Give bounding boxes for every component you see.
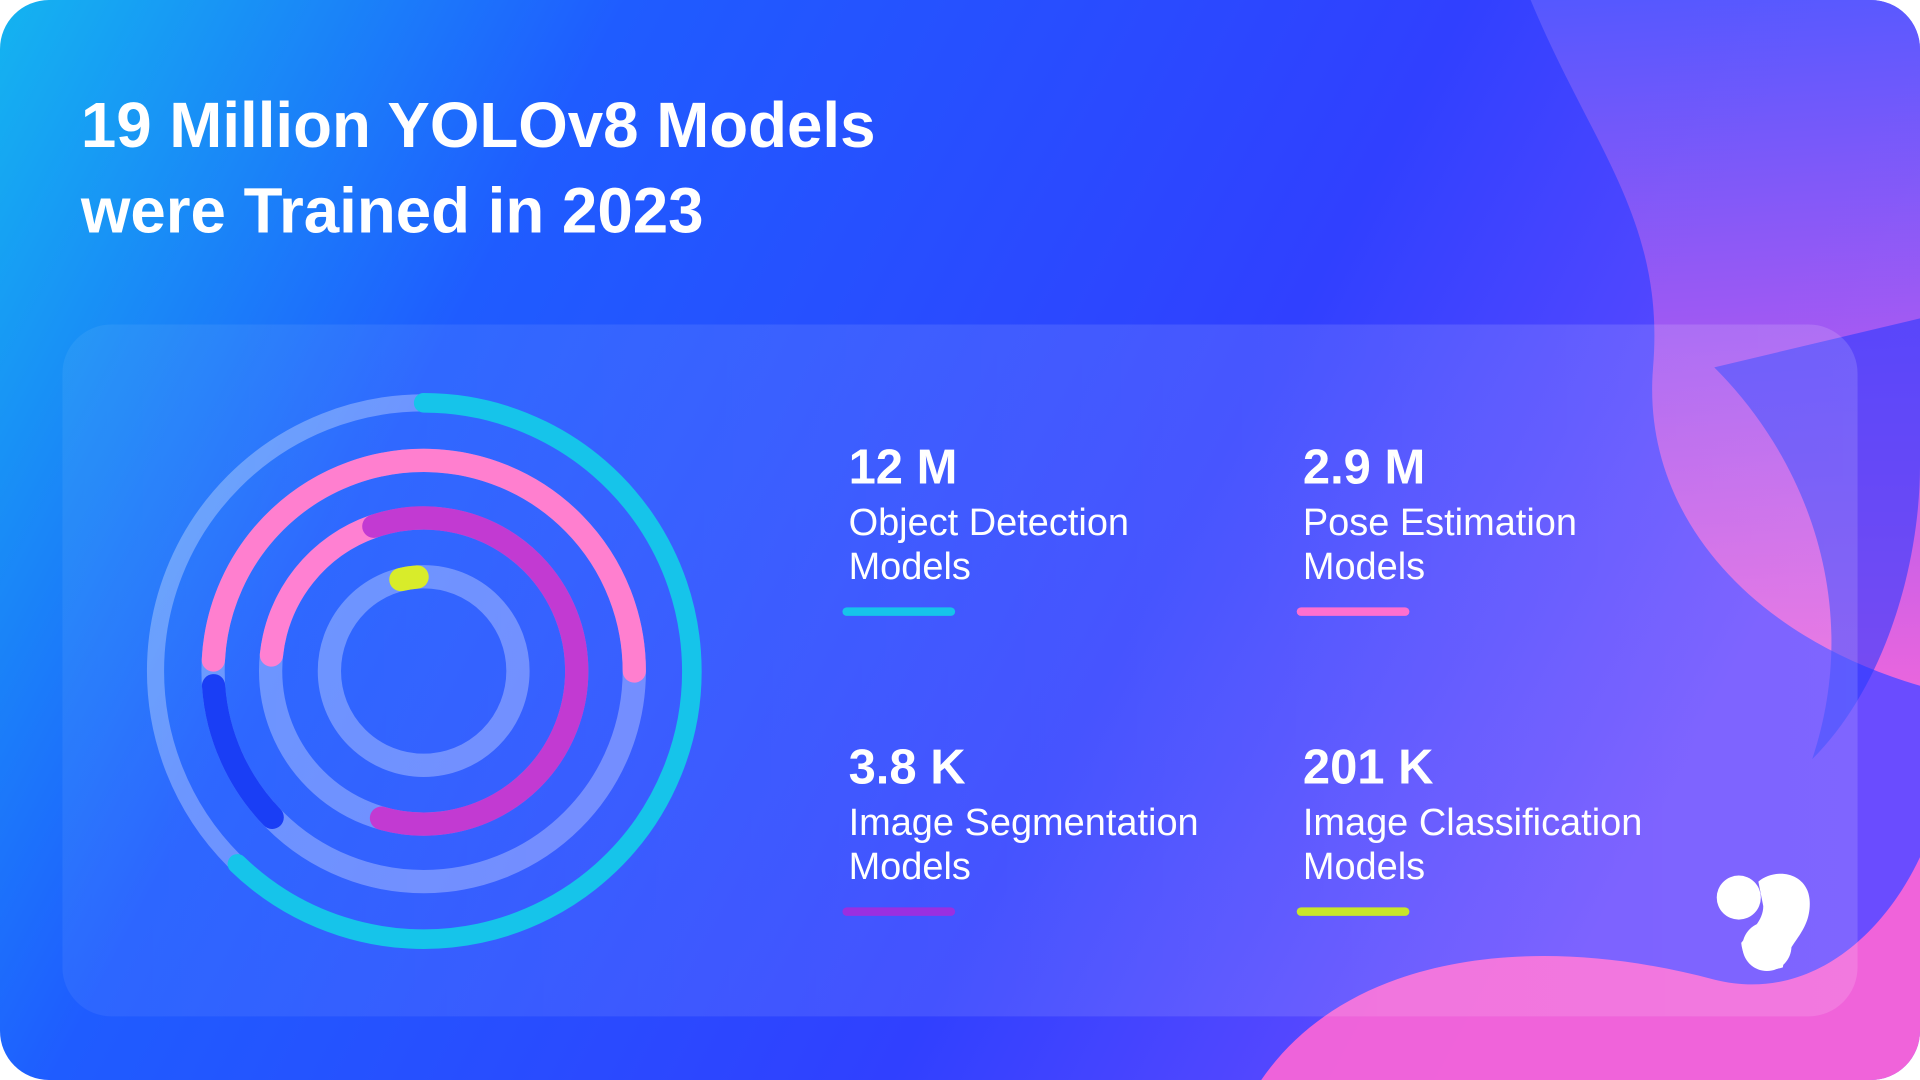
ring-arc: [362, 506, 589, 836]
stat-label: Image Classification: [1303, 802, 1642, 844]
ring-arc: [389, 565, 429, 592]
stat-label: Models: [849, 846, 971, 888]
title-line: were Trained in 2023: [80, 176, 704, 247]
stat-underline: [842, 607, 956, 616]
stat-label: Image Segmentation: [849, 802, 1199, 844]
stat-underline: [1296, 907, 1410, 916]
ring-arc: [259, 514, 386, 667]
ring-arc: [201, 674, 284, 829]
stat-label: Models: [849, 546, 971, 588]
ring-arc: [201, 448, 646, 683]
title-line: 19 Million YOLOv8 Models: [81, 90, 876, 161]
panel: [62, 324, 1858, 1017]
stat-underline: [842, 907, 956, 916]
stat-label: Object Detection: [849, 502, 1129, 544]
stat-label: Pose Estimation: [1303, 502, 1577, 544]
ring-chart: [146, 393, 702, 949]
stat-label: Models: [1303, 846, 1425, 888]
ring-arc: [227, 393, 702, 949]
stat-value: 3.8 K: [849, 741, 966, 795]
stat-value: 2.9 M: [1303, 441, 1425, 495]
stat-underline: [1296, 607, 1410, 616]
logo: [1716, 873, 1810, 972]
stat-label: Models: [1303, 546, 1425, 588]
stat-value: 201 K: [1303, 741, 1434, 795]
stat-value: 12 M: [849, 441, 958, 495]
